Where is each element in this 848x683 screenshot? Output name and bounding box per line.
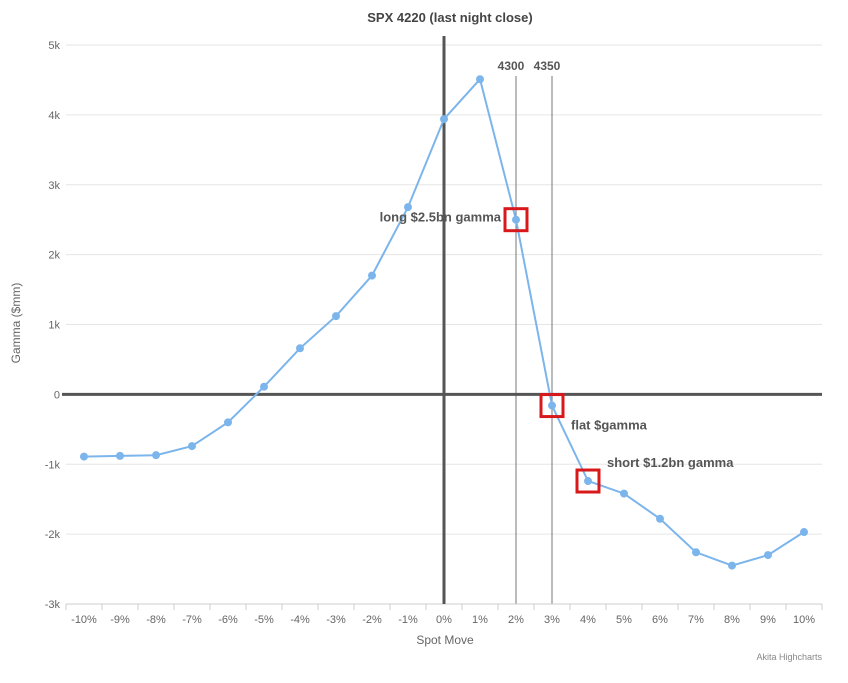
- x-tick-label: -10%: [71, 614, 97, 626]
- data-point: [440, 115, 448, 124]
- data-point: [332, 312, 340, 321]
- strike-lines: 4300 4350: [498, 59, 561, 604]
- x-axis-title: Spot Move: [416, 633, 474, 647]
- x-tick-label: 7%: [688, 614, 704, 626]
- annotation-label: long $2.5bn gamma: [380, 210, 502, 225]
- y-tick-label: 2k: [48, 250, 60, 262]
- highlight-box: [575, 468, 601, 494]
- y-tick-label: 1k: [48, 320, 60, 332]
- annotation-label: short $1.2bn gamma: [607, 455, 734, 470]
- chart-title: SPX 4220 (last night close): [367, 10, 532, 25]
- x-tick-label: 10%: [793, 614, 815, 626]
- highlight-box: [503, 207, 529, 233]
- data-point: [476, 75, 484, 84]
- x-tick-label: -1%: [398, 614, 418, 626]
- data-point: [692, 548, 700, 557]
- data-point: [404, 203, 412, 212]
- chart-credit: Akita Highcharts: [756, 652, 822, 662]
- x-tick-label: -7%: [182, 614, 202, 626]
- x-tick-label: -6%: [218, 614, 238, 626]
- x-tick-label: -9%: [110, 614, 130, 626]
- data-point: [800, 528, 808, 537]
- data-point: [260, 382, 268, 391]
- y-tick-label: -2k: [45, 529, 61, 541]
- y-axis-title: Gamma ($mm): [9, 283, 23, 364]
- y-tick-label: 3k: [48, 180, 60, 192]
- x-tick-label: 4%: [580, 614, 596, 626]
- y-tick-label: 4k: [48, 110, 60, 122]
- y-tick-label: -1k: [45, 459, 61, 471]
- data-point: [296, 344, 304, 353]
- x-tick-label: -3%: [326, 614, 346, 626]
- annotation-label: flat $gamma: [571, 418, 648, 433]
- x-tick-label: 6%: [652, 614, 668, 626]
- y-tick-label: 0: [54, 389, 60, 401]
- tick-labels: 5k 4k 3k 2k 1k 0 -1k -2k -3k -10% -9% -8% -7% -6% -5% -…: [45, 40, 816, 626]
- x-tick-label: 5%: [616, 614, 632, 626]
- x-tick-label: -8%: [146, 614, 166, 626]
- data-point: [620, 489, 628, 498]
- annotations: long $2.5bn gamma flat $gamma short $1.2bn…: [380, 207, 734, 494]
- x-tick-label: -2%: [362, 614, 382, 626]
- data-point: [224, 418, 232, 427]
- series-gamma: [80, 75, 808, 570]
- data-point: [764, 551, 772, 560]
- x-tick-label: 8%: [724, 614, 740, 626]
- x-tick-label: -5%: [254, 614, 274, 626]
- data-point: [188, 442, 196, 451]
- data-point: [548, 401, 556, 410]
- x-tick-label: 0%: [436, 614, 452, 626]
- y-tick-label: 5k: [48, 40, 60, 52]
- data-point: [584, 477, 592, 486]
- strike-label: 4350: [534, 59, 561, 73]
- x-tick-label: 3%: [544, 614, 560, 626]
- x-tick-label: 9%: [760, 614, 776, 626]
- data-point: [728, 561, 736, 570]
- x-tick-label: -4%: [290, 614, 310, 626]
- highlight-box: [539, 393, 565, 419]
- strike-label: 4300: [498, 59, 525, 73]
- x-tick-label: 1%: [472, 614, 488, 626]
- data-point: [116, 451, 124, 460]
- data-point: [80, 452, 88, 461]
- data-point: [512, 215, 520, 224]
- x-tick-label: 2%: [508, 614, 524, 626]
- data-point: [152, 451, 160, 460]
- data-point: [368, 271, 376, 280]
- axes: [62, 36, 823, 610]
- data-point: [656, 514, 664, 523]
- y-tick-label: -3k: [45, 599, 61, 611]
